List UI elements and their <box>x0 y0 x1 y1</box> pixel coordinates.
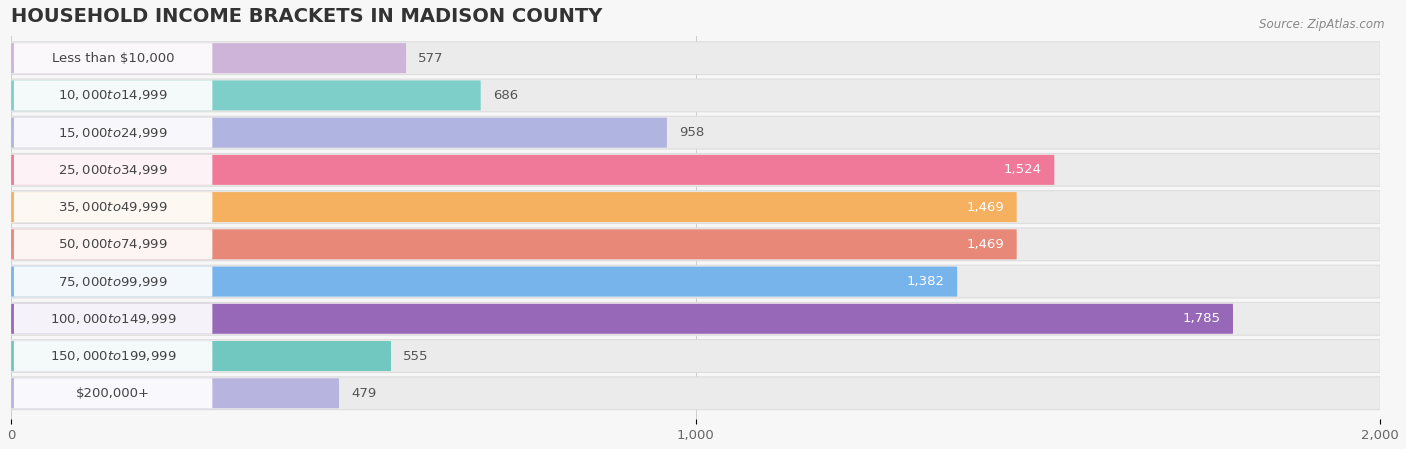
FancyBboxPatch shape <box>11 191 1381 224</box>
Text: 1,469: 1,469 <box>967 201 1004 214</box>
Text: $50,000 to $74,999: $50,000 to $74,999 <box>58 238 167 251</box>
Text: HOUSEHOLD INCOME BRACKETS IN MADISON COUNTY: HOUSEHOLD INCOME BRACKETS IN MADISON COU… <box>11 7 603 26</box>
Text: 1,524: 1,524 <box>1004 163 1042 176</box>
FancyBboxPatch shape <box>11 378 339 408</box>
Text: $10,000 to $14,999: $10,000 to $14,999 <box>58 88 167 102</box>
FancyBboxPatch shape <box>11 192 1017 222</box>
FancyBboxPatch shape <box>14 304 212 334</box>
FancyBboxPatch shape <box>14 378 212 408</box>
Text: $150,000 to $199,999: $150,000 to $199,999 <box>49 349 176 363</box>
FancyBboxPatch shape <box>11 228 1381 261</box>
Text: $15,000 to $24,999: $15,000 to $24,999 <box>58 126 167 140</box>
FancyBboxPatch shape <box>11 377 1381 409</box>
FancyBboxPatch shape <box>11 42 1381 75</box>
Text: 577: 577 <box>419 52 444 65</box>
FancyBboxPatch shape <box>14 192 212 222</box>
FancyBboxPatch shape <box>14 80 212 110</box>
FancyBboxPatch shape <box>11 43 406 73</box>
FancyBboxPatch shape <box>14 118 212 148</box>
FancyBboxPatch shape <box>11 267 957 297</box>
Text: 479: 479 <box>352 387 377 400</box>
FancyBboxPatch shape <box>11 341 391 371</box>
FancyBboxPatch shape <box>11 339 1381 372</box>
FancyBboxPatch shape <box>14 267 212 297</box>
Text: 1,469: 1,469 <box>967 238 1004 251</box>
FancyBboxPatch shape <box>11 80 481 110</box>
Text: $75,000 to $99,999: $75,000 to $99,999 <box>58 275 167 289</box>
Text: $25,000 to $34,999: $25,000 to $34,999 <box>58 163 167 177</box>
FancyBboxPatch shape <box>11 154 1381 186</box>
Text: 555: 555 <box>404 349 429 362</box>
FancyBboxPatch shape <box>14 155 212 185</box>
Text: Less than $10,000: Less than $10,000 <box>52 52 174 65</box>
Text: Source: ZipAtlas.com: Source: ZipAtlas.com <box>1260 18 1385 31</box>
FancyBboxPatch shape <box>11 304 1233 334</box>
FancyBboxPatch shape <box>11 303 1381 335</box>
Text: 1,785: 1,785 <box>1182 313 1220 326</box>
FancyBboxPatch shape <box>11 155 1054 185</box>
FancyBboxPatch shape <box>11 116 1381 149</box>
FancyBboxPatch shape <box>14 229 212 260</box>
FancyBboxPatch shape <box>11 118 666 148</box>
Text: 1,382: 1,382 <box>907 275 945 288</box>
Text: 958: 958 <box>679 126 704 139</box>
Text: $35,000 to $49,999: $35,000 to $49,999 <box>58 200 167 214</box>
Text: 686: 686 <box>494 89 519 102</box>
FancyBboxPatch shape <box>14 341 212 371</box>
FancyBboxPatch shape <box>11 265 1381 298</box>
FancyBboxPatch shape <box>11 229 1017 260</box>
FancyBboxPatch shape <box>14 43 212 73</box>
Text: $200,000+: $200,000+ <box>76 387 150 400</box>
Text: $100,000 to $149,999: $100,000 to $149,999 <box>49 312 176 326</box>
FancyBboxPatch shape <box>11 79 1381 112</box>
